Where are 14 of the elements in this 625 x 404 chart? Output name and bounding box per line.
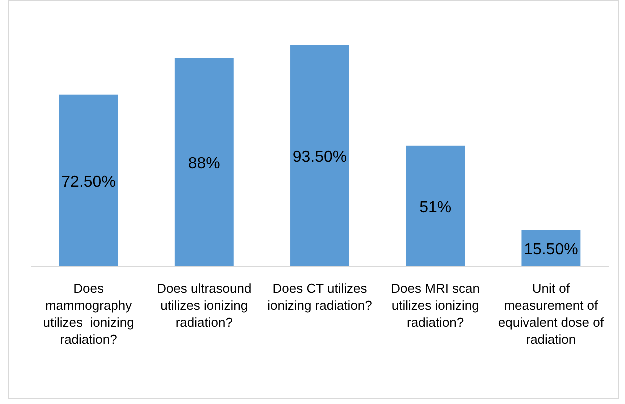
bar (174, 58, 234, 267)
x-tick-label: Does mammography utilizes ionizing radiation? (43, 281, 134, 347)
bar (406, 146, 466, 267)
x-tick-label: Does ultrasound utilizes ionizing radiation? (157, 281, 252, 330)
x-tick-label: Does MRI scan utilizes ionizing radiation? (391, 281, 480, 330)
bar (59, 94, 118, 267)
data-label: 88% (188, 156, 220, 173)
data-label: 93.50% (292, 149, 348, 166)
data-label: 51% (420, 199, 452, 216)
bar (290, 45, 350, 267)
x-tick-label: Unit of measurement of equivalent dose of radiation (498, 281, 604, 347)
data-label: 15.50% (524, 242, 578, 259)
data-label: 72.50% (62, 174, 116, 191)
x-tick-label: Does CT utilizes ionizing radiation? (268, 281, 372, 313)
